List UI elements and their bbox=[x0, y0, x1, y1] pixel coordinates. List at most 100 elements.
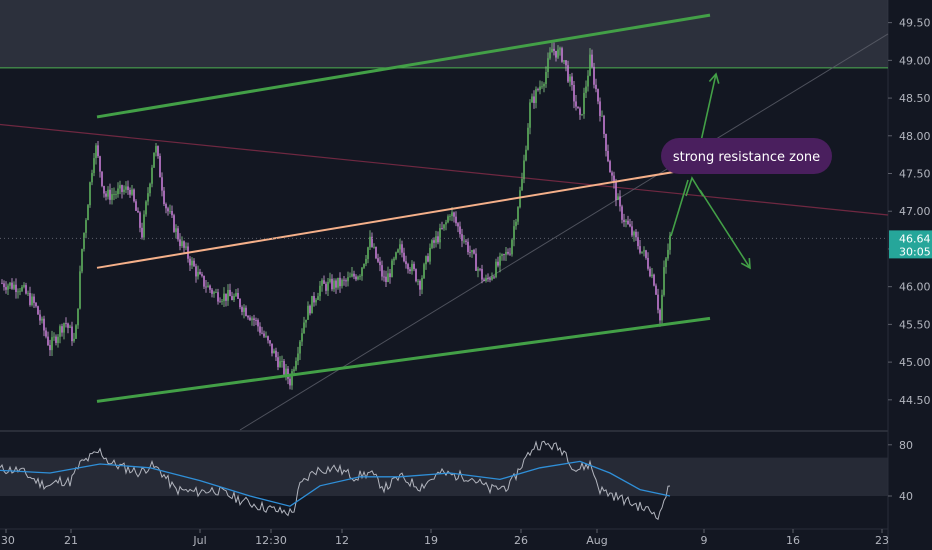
candle-body bbox=[303, 322, 305, 334]
candle-body bbox=[245, 307, 247, 317]
candle-body bbox=[345, 280, 347, 282]
candle-body bbox=[337, 277, 339, 288]
price-tick-label: 49.50 bbox=[899, 17, 931, 30]
rsi-pane[interactable] bbox=[0, 440, 888, 521]
candle-body bbox=[581, 114, 583, 115]
candle-body bbox=[547, 58, 549, 72]
candle-body bbox=[583, 92, 585, 115]
candle-body bbox=[1, 282, 3, 284]
candle-body bbox=[53, 336, 55, 338]
candles[interactable] bbox=[1, 42, 671, 390]
candle-body bbox=[253, 318, 255, 321]
channel-lower-line[interactable] bbox=[96, 316, 711, 403]
candle-body bbox=[121, 185, 123, 192]
last-price-badge[interactable] bbox=[889, 230, 932, 259]
candle-body bbox=[425, 256, 427, 265]
candle-body bbox=[579, 108, 581, 115]
rsi-line[interactable] bbox=[0, 440, 671, 521]
candle-body bbox=[535, 89, 537, 103]
candle-body bbox=[39, 314, 41, 321]
candle-body bbox=[523, 160, 525, 180]
long-term-trend-line[interactable] bbox=[0, 123, 889, 216]
candle-body bbox=[193, 260, 195, 267]
candle-body bbox=[309, 305, 311, 314]
candle-body bbox=[419, 280, 421, 290]
main-pane[interactable] bbox=[0, 0, 889, 431]
time-axis[interactable]: :30 21 Jul 12:30 12 19 26 Aug 9 16 23 bbox=[0, 529, 889, 547]
candle-body bbox=[341, 279, 343, 287]
candle-body bbox=[51, 337, 53, 351]
candle-body bbox=[607, 150, 609, 162]
candle-body bbox=[153, 152, 155, 168]
candle-body bbox=[299, 341, 301, 354]
candle-body bbox=[617, 196, 619, 200]
candle-body bbox=[625, 220, 627, 222]
candle-body bbox=[285, 368, 287, 375]
candle-body bbox=[545, 71, 547, 84]
candle-body bbox=[527, 127, 529, 150]
candle-body bbox=[91, 173, 93, 183]
candle-body bbox=[295, 360, 297, 370]
candle-body bbox=[371, 236, 373, 247]
candle-body bbox=[413, 263, 415, 270]
candle-body bbox=[271, 343, 273, 354]
candle-body bbox=[107, 189, 109, 197]
candle-body bbox=[405, 261, 407, 265]
candle-body bbox=[183, 241, 185, 248]
candle-body bbox=[595, 84, 597, 90]
candle-body bbox=[313, 295, 315, 303]
price-axis[interactable]: 44.5045.0045.5046.0046.5047.0047.5048.00… bbox=[888, 17, 932, 503]
candle-body bbox=[27, 293, 29, 294]
projection-up-leg[interactable] bbox=[670, 179, 689, 237]
candle-body bbox=[261, 332, 263, 334]
candle-body bbox=[219, 301, 221, 303]
candle-body bbox=[493, 276, 495, 278]
candle-body bbox=[633, 231, 635, 236]
candle-body bbox=[95, 145, 97, 159]
candle-body bbox=[79, 271, 81, 309]
channel-middle-line[interactable] bbox=[96, 164, 711, 269]
candle-body bbox=[505, 251, 507, 255]
candle-body bbox=[333, 280, 335, 290]
time-tick-label: :30 bbox=[0, 534, 15, 547]
candle-body bbox=[55, 336, 57, 343]
candle-body bbox=[489, 278, 491, 280]
channel-upper-line[interactable] bbox=[96, 13, 711, 119]
candle-body bbox=[227, 289, 229, 301]
candle-body bbox=[203, 275, 205, 287]
candle-body bbox=[363, 263, 365, 268]
rsi-signal-line[interactable] bbox=[0, 460, 671, 507]
candle-body bbox=[181, 241, 183, 247]
candle-body bbox=[49, 345, 51, 351]
candle-body bbox=[397, 249, 399, 253]
candle-body bbox=[469, 252, 471, 253]
candle-body bbox=[651, 274, 653, 277]
candle-body bbox=[603, 115, 605, 134]
candle-body bbox=[43, 318, 45, 331]
candle-body bbox=[513, 226, 515, 240]
candle-body bbox=[451, 212, 453, 217]
candle-body bbox=[411, 263, 413, 272]
candle-body bbox=[73, 338, 75, 342]
candle-body bbox=[131, 189, 133, 195]
candle-body bbox=[381, 265, 383, 277]
candle-body bbox=[111, 194, 113, 200]
projection-down-arrow-shaft[interactable] bbox=[699, 189, 751, 269]
diagonal-ray-line[interactable] bbox=[239, 33, 889, 431]
candle-body bbox=[257, 320, 259, 327]
candle-body bbox=[431, 240, 433, 248]
candle-body bbox=[15, 284, 17, 293]
candle-body bbox=[139, 212, 141, 228]
candle-body bbox=[311, 295, 313, 314]
annotations[interactable]: strong resistance zone bbox=[661, 72, 832, 270]
candle-body bbox=[637, 237, 639, 247]
candle-body bbox=[521, 179, 523, 191]
candle-body bbox=[237, 293, 239, 299]
candle-body bbox=[265, 336, 267, 337]
candle-body bbox=[439, 228, 441, 243]
candle-body bbox=[409, 269, 411, 272]
candle-body bbox=[539, 86, 541, 91]
candle-body bbox=[37, 306, 39, 315]
resistance-zone-label[interactable]: strong resistance zone bbox=[661, 138, 832, 174]
